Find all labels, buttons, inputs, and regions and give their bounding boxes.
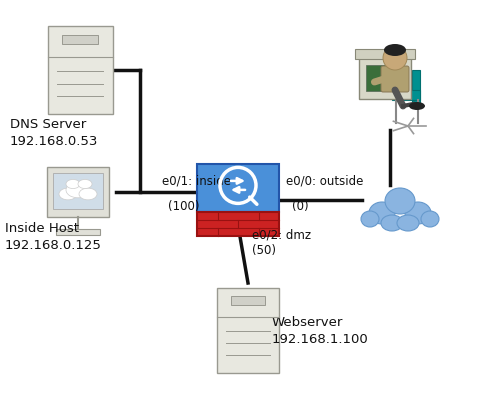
Text: e0/2: dmz: e0/2: dmz — [252, 228, 311, 241]
FancyBboxPatch shape — [355, 49, 415, 59]
Ellipse shape — [66, 182, 90, 198]
FancyBboxPatch shape — [359, 57, 411, 99]
FancyBboxPatch shape — [62, 35, 98, 44]
Ellipse shape — [409, 102, 425, 110]
FancyBboxPatch shape — [381, 66, 409, 92]
FancyBboxPatch shape — [392, 90, 420, 100]
Text: (0): (0) — [292, 200, 309, 213]
Ellipse shape — [369, 202, 395, 224]
FancyBboxPatch shape — [412, 70, 420, 106]
Text: Webserver
192.168.1.100: Webserver 192.168.1.100 — [272, 316, 369, 346]
Ellipse shape — [381, 215, 403, 231]
Ellipse shape — [79, 188, 97, 200]
FancyBboxPatch shape — [197, 164, 279, 211]
Text: (100): (100) — [168, 200, 199, 213]
FancyBboxPatch shape — [48, 26, 113, 114]
Text: DNS Server
192.168.0.53: DNS Server 192.168.0.53 — [10, 118, 98, 148]
Text: e0/1: inside: e0/1: inside — [162, 175, 231, 188]
FancyBboxPatch shape — [231, 297, 265, 305]
FancyBboxPatch shape — [197, 211, 279, 236]
FancyBboxPatch shape — [56, 229, 99, 235]
FancyBboxPatch shape — [47, 167, 109, 217]
FancyBboxPatch shape — [217, 287, 279, 373]
Ellipse shape — [78, 179, 92, 189]
Ellipse shape — [421, 211, 439, 227]
FancyBboxPatch shape — [53, 173, 103, 209]
Text: e0/0: outside: e0/0: outside — [286, 175, 364, 188]
Text: Inside Host
192.168.0.125: Inside Host 192.168.0.125 — [5, 222, 102, 252]
Ellipse shape — [384, 44, 406, 56]
Ellipse shape — [397, 215, 419, 231]
Ellipse shape — [66, 179, 80, 189]
Ellipse shape — [385, 188, 415, 214]
Ellipse shape — [361, 211, 379, 227]
Text: (50): (50) — [252, 244, 276, 257]
Ellipse shape — [59, 188, 77, 200]
FancyBboxPatch shape — [366, 64, 404, 91]
Ellipse shape — [405, 202, 431, 224]
Circle shape — [383, 46, 407, 70]
